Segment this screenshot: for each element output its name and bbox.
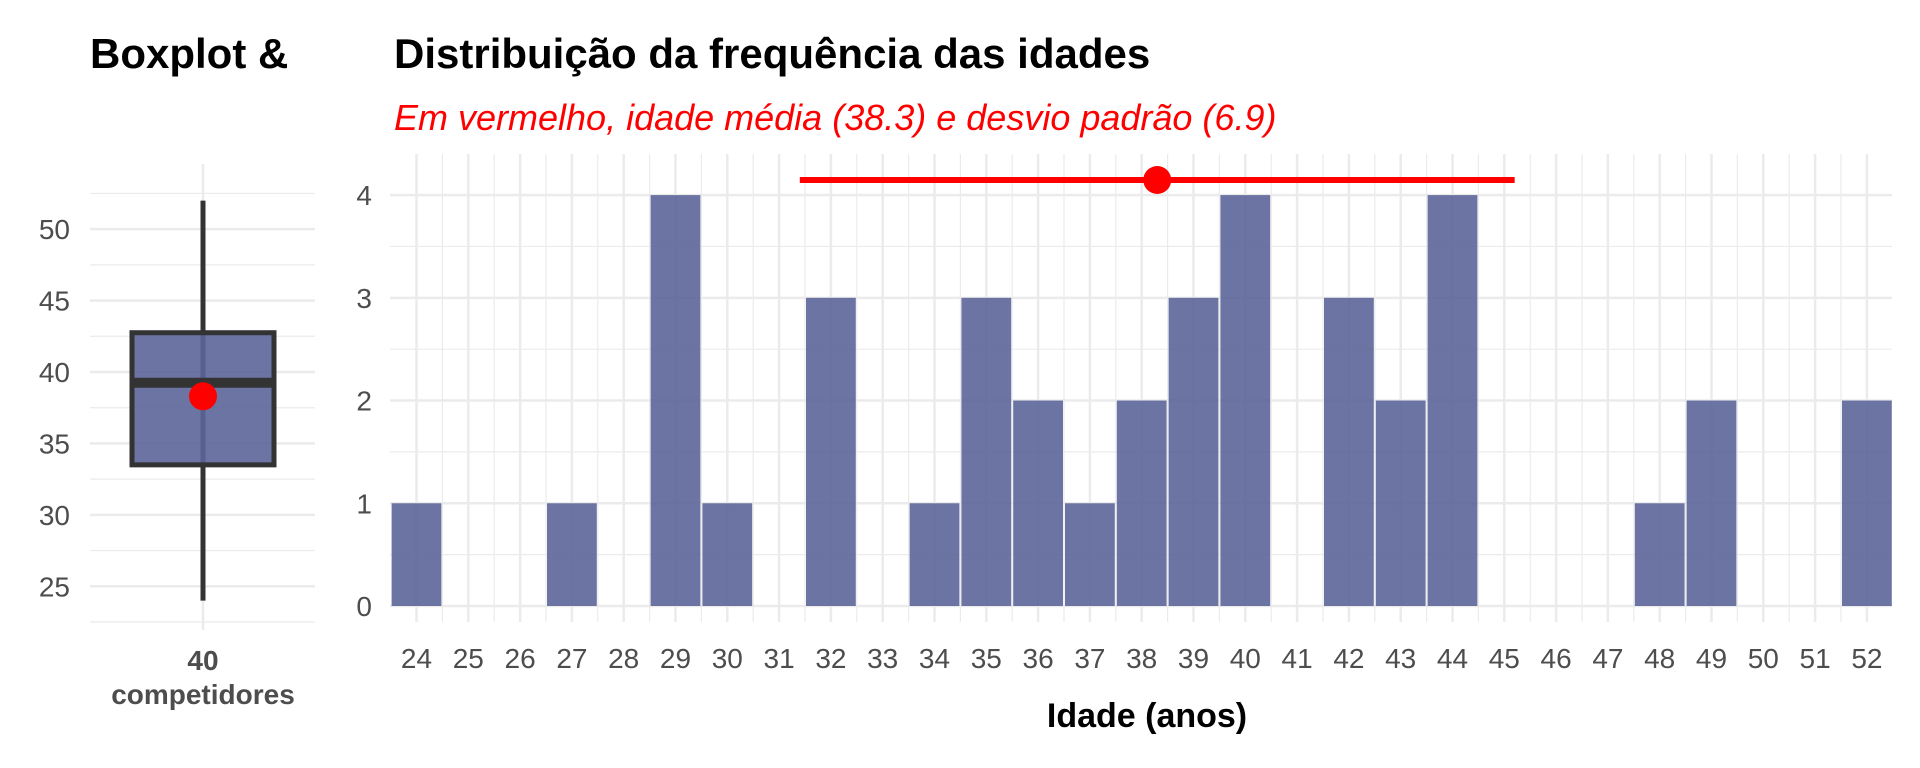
hist-x-tick-label: 27 — [556, 643, 587, 674]
boxplot-count-label: 40 — [187, 645, 218, 676]
histogram-x-axis: 24 25 26 27 28 29 30 31 32 33 34 35 36 37 38 39 40 41 42 43… — [401, 643, 1883, 674]
hist-x-tick-label: 30 — [712, 643, 743, 674]
histogram-subtitle: Em vermelho, idade média (38.3) e desvio… — [394, 97, 1276, 138]
hist-x-tick-label: 44 — [1437, 643, 1468, 674]
hist-bar — [1375, 400, 1426, 606]
histogram-title: Distribuição da frequência das idades — [394, 30, 1150, 77]
box-y-tick-label: 40 — [39, 357, 70, 388]
hist-x-tick-label: 35 — [971, 643, 1002, 674]
hist-bar — [1116, 400, 1167, 606]
boxplot-marks — [129, 200, 277, 601]
hist-x-tick-label: 52 — [1851, 643, 1882, 674]
box-y-tick-label: 25 — [39, 571, 70, 602]
hist-y-tick-label: 0 — [356, 591, 372, 622]
hist-bar — [1168, 297, 1219, 606]
hist-x-tick-label: 37 — [1074, 643, 1105, 674]
hist-x-tick-label: 45 — [1489, 643, 1520, 674]
hist-bar — [702, 503, 753, 606]
hist-y-tick-label: 4 — [356, 180, 372, 211]
hist-bar — [1065, 503, 1115, 606]
histogram-bars — [391, 195, 1892, 606]
hist-bar — [1427, 195, 1478, 606]
hist-bar — [547, 503, 597, 606]
hist-x-tick-label: 28 — [608, 643, 639, 674]
box-y-tick-label: 30 — [39, 500, 70, 531]
hist-x-tick-label: 33 — [867, 643, 898, 674]
hist-bar — [650, 195, 701, 606]
hist-x-tick-label: 43 — [1385, 643, 1416, 674]
hist-x-tick-label: 38 — [1126, 643, 1157, 674]
hist-x-tick-label: 47 — [1592, 643, 1623, 674]
hist-x-tick-label: 49 — [1696, 643, 1727, 674]
hist-bar — [391, 503, 442, 606]
hist-x-tick-label: 36 — [1023, 643, 1054, 674]
hist-bar — [1324, 297, 1374, 606]
hist-bar — [1842, 400, 1892, 606]
hist-bar — [1013, 400, 1063, 606]
boxplot-y-axis: 25 30 35 40 45 50 — [39, 214, 70, 602]
box-y-tick-label: 35 — [39, 428, 70, 459]
hist-y-tick-label: 1 — [356, 488, 372, 519]
hist-x-tick-label: 39 — [1178, 643, 1209, 674]
hist-x-tick-label: 32 — [815, 643, 846, 674]
hist-bar — [1686, 400, 1737, 606]
hist-x-tick-label: 24 — [401, 643, 432, 674]
hist-x-tick-label: 34 — [919, 643, 950, 674]
hist-bar — [961, 297, 1012, 606]
hist-x-tick-label: 40 — [1230, 643, 1261, 674]
hist-x-tick-label: 26 — [505, 643, 536, 674]
boxplot-panel: Boxplot & 25 30 35 40 45 50 40 competidores — [39, 30, 315, 710]
histogram-y-axis: 0 1 2 3 4 — [356, 180, 372, 622]
boxplot-category-label: competidores — [111, 679, 295, 710]
hist-y-tick-label: 2 — [356, 386, 372, 417]
hist-x-tick-label: 41 — [1282, 643, 1313, 674]
hist-bar — [1634, 503, 1685, 606]
hist-x-tick-label: 29 — [660, 643, 691, 674]
hist-x-tick-label: 48 — [1644, 643, 1675, 674]
box-y-tick-label: 45 — [39, 286, 70, 317]
hist-bar — [1220, 195, 1271, 606]
x-axis-title: Idade (anos) — [1047, 697, 1247, 735]
hist-x-tick-label: 31 — [764, 643, 795, 674]
mean-point — [1143, 166, 1172, 194]
box-mean-point — [189, 382, 217, 411]
box-y-tick-label: 50 — [39, 214, 70, 245]
mean-sd-indicator — [799, 166, 1515, 194]
hist-x-tick-label: 50 — [1748, 643, 1779, 674]
hist-x-tick-label: 51 — [1800, 643, 1831, 674]
hist-bar — [909, 503, 960, 606]
boxplot-title: Boxplot & — [90, 30, 288, 77]
hist-y-tick-label: 3 — [356, 283, 372, 314]
hist-x-tick-label: 25 — [453, 643, 484, 674]
hist-x-tick-label: 46 — [1541, 643, 1572, 674]
hist-x-tick-label: 42 — [1333, 643, 1364, 674]
histogram-panel: Distribuição da frequência das idades Em… — [356, 30, 1892, 735]
hist-bar — [806, 297, 856, 606]
